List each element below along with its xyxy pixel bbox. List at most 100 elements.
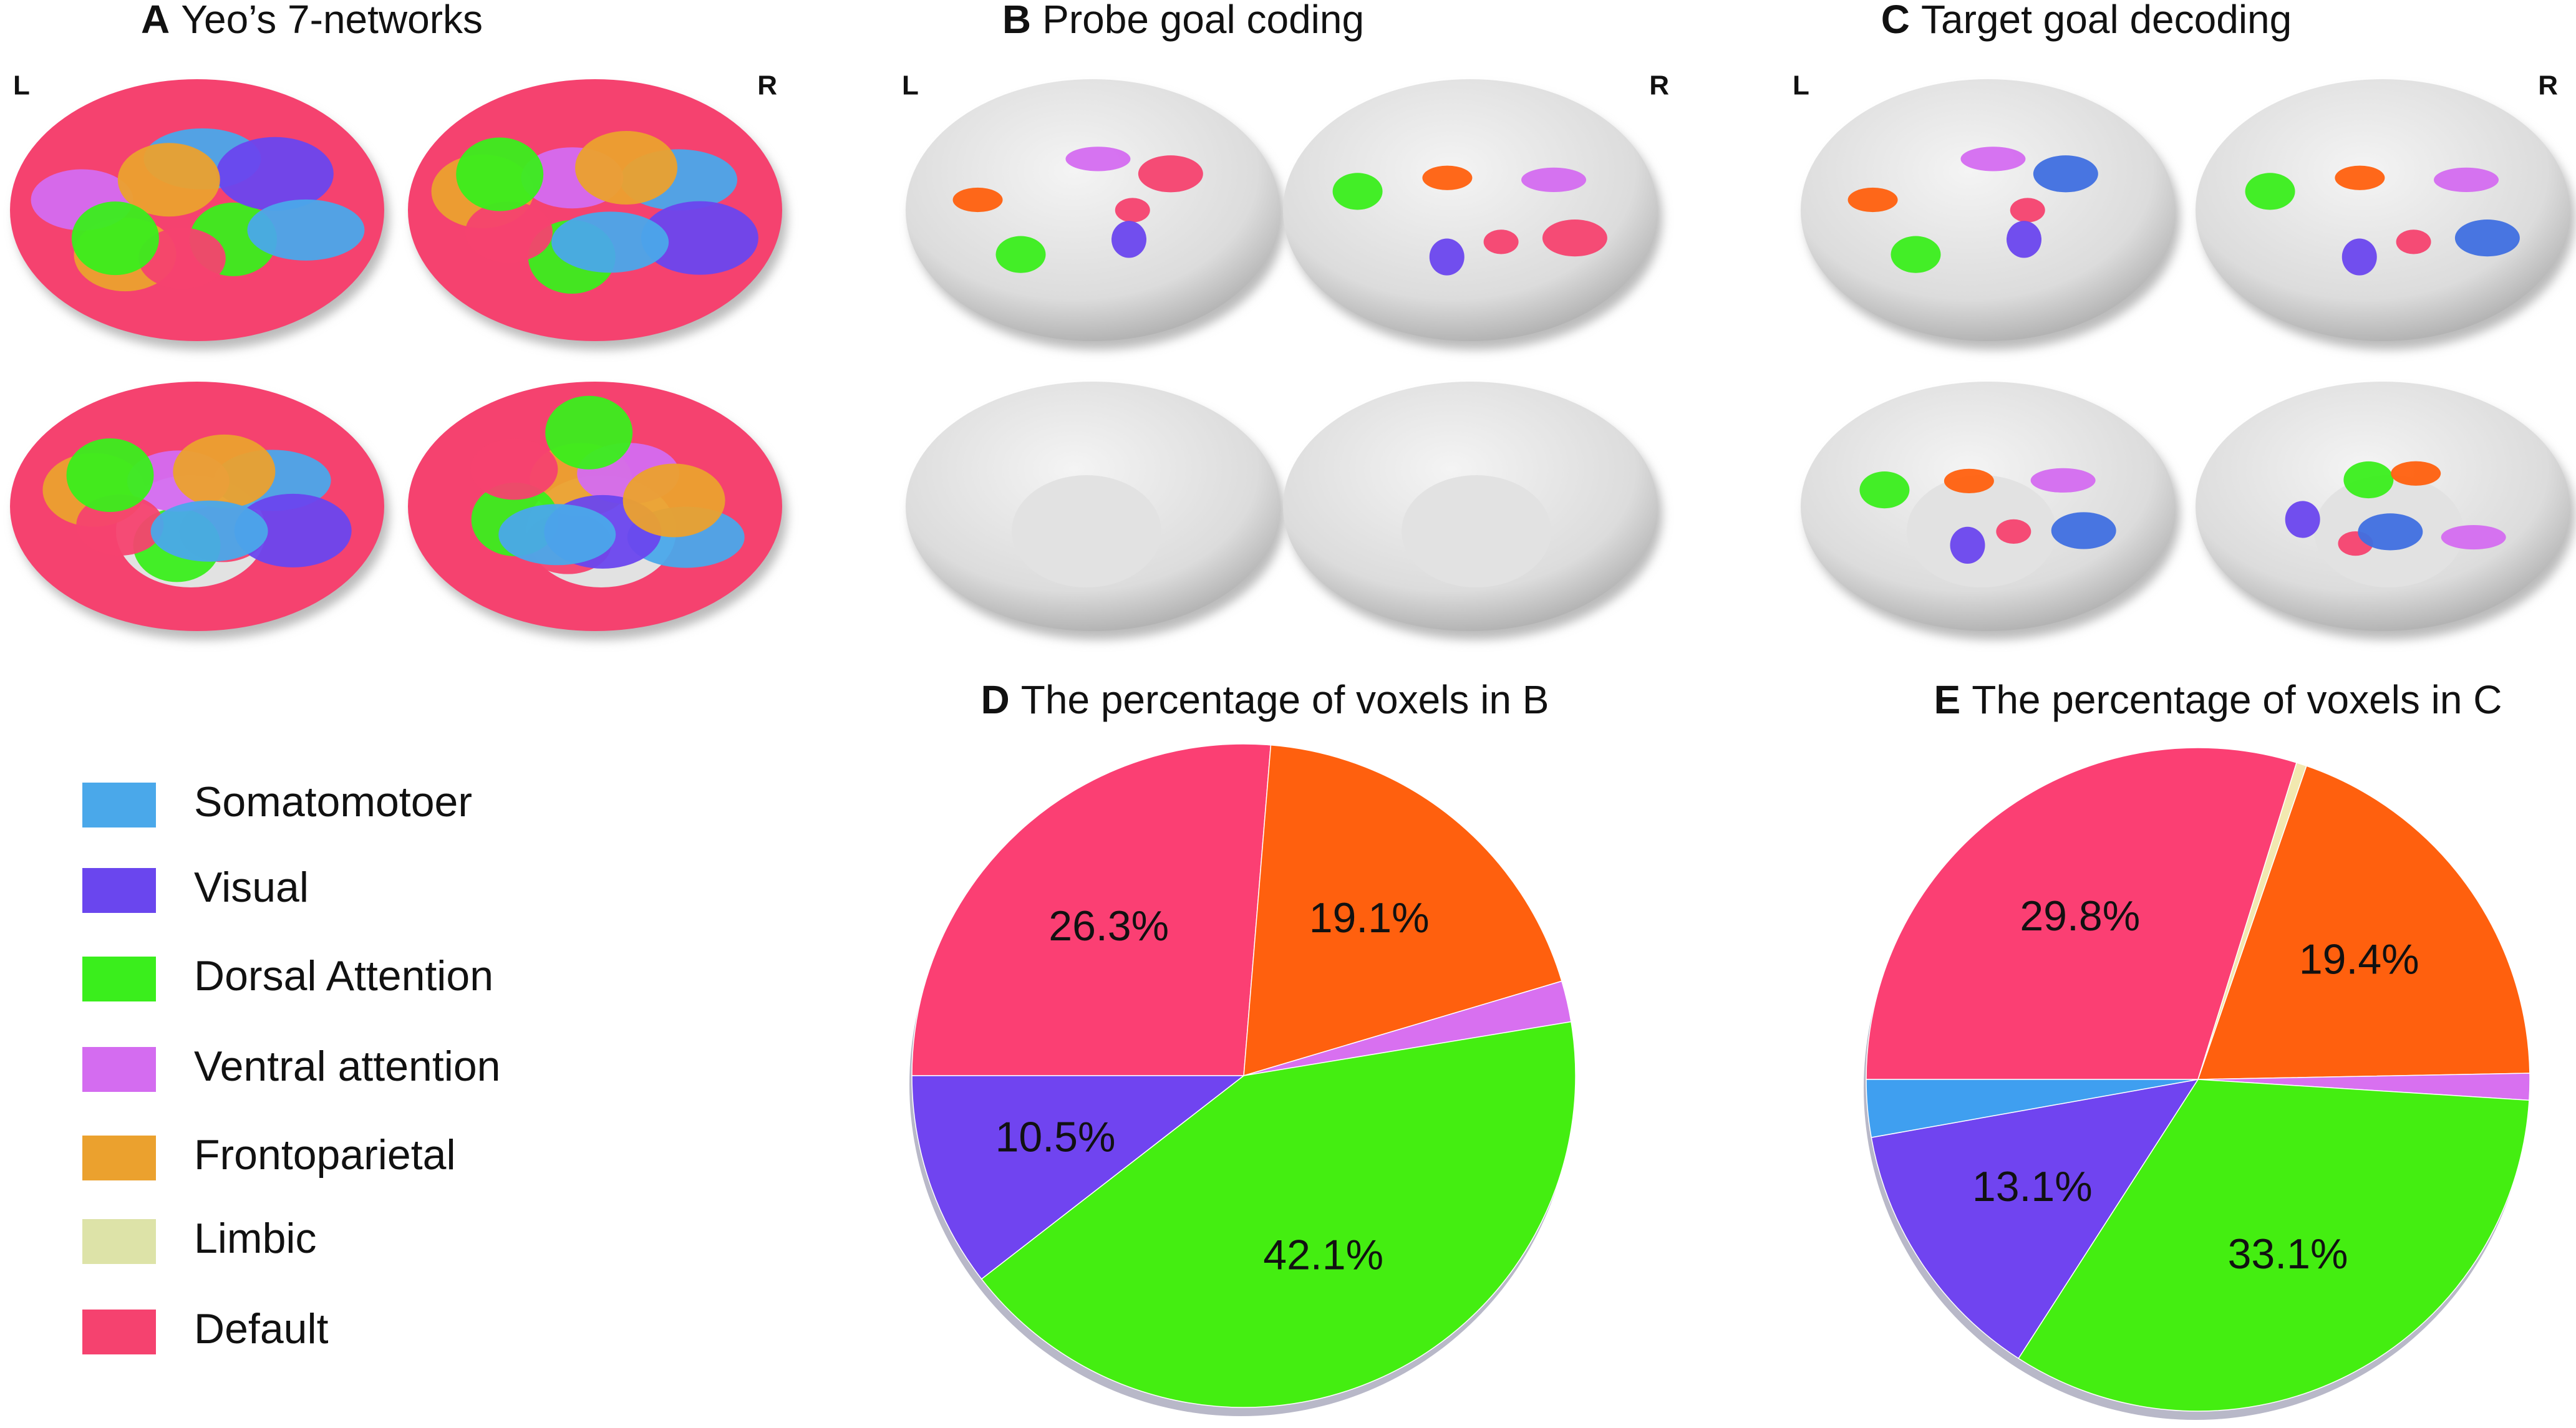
brain-region bbox=[1859, 471, 1910, 509]
brain-region bbox=[2441, 524, 2506, 550]
brain-region bbox=[2033, 155, 2098, 193]
hemisphere-label: R bbox=[2538, 70, 2558, 101]
brain-surface bbox=[906, 79, 1280, 341]
brain-region bbox=[1115, 198, 1150, 223]
chart-title-text: The percentage of voxels in B bbox=[1021, 677, 1549, 722]
brain-region bbox=[2341, 238, 2377, 276]
slice-label: 19.1% bbox=[1309, 894, 1430, 942]
legend-label: Somatomotoer bbox=[194, 778, 472, 826]
panel-text: Yeo’s 7-networks bbox=[181, 0, 483, 42]
pie-slice bbox=[2197, 765, 2530, 1080]
panel-text: Probe goal coding bbox=[1042, 0, 1364, 42]
brain-region bbox=[2245, 173, 2295, 210]
brain-region bbox=[216, 137, 334, 211]
brain-region bbox=[2051, 512, 2116, 549]
legend-swatch bbox=[82, 1219, 156, 1264]
legend-swatch bbox=[82, 1310, 156, 1354]
brain-region bbox=[1422, 165, 1473, 190]
pie-slice bbox=[2018, 1079, 2530, 1412]
brain-region bbox=[470, 438, 558, 500]
brain-region bbox=[71, 201, 159, 276]
brain-region bbox=[1429, 238, 1465, 276]
slice-label: 26.3% bbox=[1048, 902, 1169, 950]
panel-title: C Target goal decoding bbox=[1881, 0, 2292, 42]
legend-label: Dorsal Attention bbox=[194, 952, 493, 1000]
brain-region bbox=[551, 211, 669, 273]
slice-label: 13.1% bbox=[1972, 1163, 2093, 1210]
brain-region bbox=[545, 395, 633, 470]
slice-label: 42.1% bbox=[1263, 1232, 1383, 1279]
brain-region bbox=[641, 201, 758, 275]
pie-slice bbox=[1871, 1078, 2199, 1359]
slice-label: 29.8% bbox=[2020, 892, 2140, 940]
panel-letter: C bbox=[1881, 0, 1910, 42]
brain-region bbox=[2335, 165, 2385, 190]
brain-region bbox=[1960, 147, 2026, 171]
pie-slice bbox=[911, 743, 1272, 1076]
brain-region bbox=[2358, 513, 2423, 551]
brain-region bbox=[2007, 221, 2042, 258]
panel-letter: A bbox=[141, 0, 170, 42]
slice-label: 10.5% bbox=[995, 1113, 1116, 1160]
slice-label: 33.1% bbox=[2228, 1230, 2348, 1278]
legend: Somatomotoer Visual Dorsal Attention Ventra… bbox=[82, 778, 500, 1354]
brain-surface bbox=[1801, 79, 2175, 341]
brain-region bbox=[234, 493, 352, 567]
brain-region bbox=[1332, 173, 1383, 210]
pie-slice bbox=[1866, 1079, 2199, 1138]
brain-region bbox=[2343, 461, 2394, 499]
slice-label: 19.4% bbox=[2299, 935, 2419, 983]
brain-region bbox=[1996, 519, 2031, 544]
brain-region bbox=[1065, 147, 1131, 171]
brain-region bbox=[2396, 229, 2431, 254]
brain-region bbox=[2391, 461, 2441, 486]
legend-label: Default bbox=[194, 1305, 329, 1353]
brain-region bbox=[1950, 526, 1985, 564]
brain-region bbox=[150, 500, 268, 562]
legend-swatch bbox=[82, 783, 156, 827]
brain-medial bbox=[1907, 475, 2056, 587]
chart-title-text: The percentage of voxels in C bbox=[1972, 677, 2502, 722]
brain-region bbox=[173, 434, 276, 508]
brain-region bbox=[66, 438, 154, 513]
brain-region bbox=[498, 504, 616, 566]
legend-label: Limbic bbox=[194, 1215, 317, 1262]
brain-region bbox=[575, 130, 678, 205]
pie-slice bbox=[911, 1075, 1246, 1280]
brain-medial bbox=[1402, 475, 1551, 587]
legend-label: Visual bbox=[194, 864, 309, 911]
brain-surface bbox=[1283, 79, 1657, 341]
brain-region bbox=[1542, 220, 1607, 257]
chart-letter: D bbox=[981, 677, 1010, 722]
panel-text: Target goal decoding bbox=[1921, 0, 2292, 42]
brain-region bbox=[1111, 221, 1147, 258]
brain-region bbox=[2434, 167, 2499, 192]
hemisphere-label: L bbox=[902, 70, 919, 101]
pie-slice bbox=[1866, 747, 2297, 1080]
hemisphere-label: L bbox=[1793, 70, 1809, 101]
brain-surface bbox=[2196, 79, 2570, 341]
brain-region bbox=[995, 236, 1046, 273]
brain-region bbox=[2030, 468, 2096, 493]
pie-slice bbox=[981, 1021, 1576, 1408]
brain-region bbox=[1847, 187, 1898, 213]
pie-slice bbox=[1243, 744, 1562, 1077]
brain-region bbox=[138, 228, 226, 289]
hemisphere-label: R bbox=[757, 70, 777, 101]
legend-swatch bbox=[82, 957, 156, 1001]
legend-label: Ventral attention bbox=[194, 1043, 500, 1090]
brain-region bbox=[465, 201, 553, 263]
legend-swatch bbox=[82, 868, 156, 913]
brain-region bbox=[622, 463, 725, 538]
brain-region bbox=[2285, 501, 2320, 538]
panel-letter: B bbox=[1002, 0, 1031, 42]
brain-region bbox=[1483, 229, 1519, 254]
legend-swatch bbox=[82, 1047, 156, 1092]
chart-letter: E bbox=[1934, 677, 1961, 722]
brain-region bbox=[952, 187, 1003, 213]
chart-title: E The percentage of voxels in C bbox=[1934, 677, 2502, 722]
brain-region bbox=[1521, 167, 1587, 192]
panel-title: A Yeo’s 7-networks bbox=[141, 0, 483, 42]
brain-region bbox=[247, 199, 365, 261]
panel-title: B Probe goal coding bbox=[1002, 0, 1364, 42]
